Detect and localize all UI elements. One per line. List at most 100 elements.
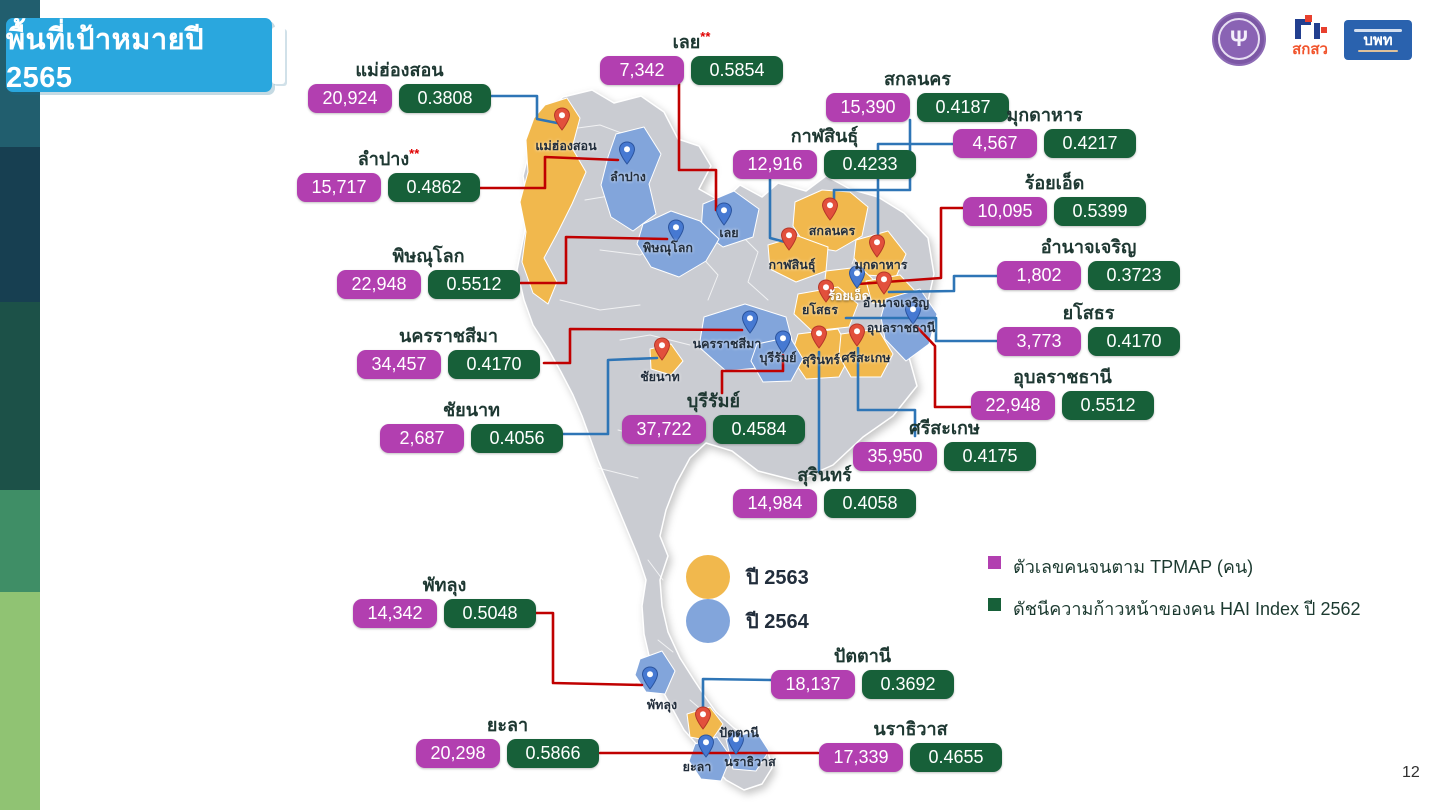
tpmap-badge: 14,984 [733, 489, 817, 518]
tpmap-swatch [988, 556, 1001, 569]
map-pin-nakhonratchasima [741, 310, 759, 334]
hai-badge: 0.5512 [428, 270, 520, 299]
tpmap-badge: 17,339 [819, 743, 903, 772]
tpmap-badge: 20,924 [308, 84, 392, 113]
hai-badge: 0.3692 [862, 670, 954, 699]
year-2564-label: ปี 2564 [746, 611, 809, 633]
map-label: ชัยนาท [640, 370, 680, 384]
callout-sisaket: ศรีสะเกษ 35,950 0.4175 [853, 412, 1036, 471]
bpt-logo-bottomline [1358, 49, 1398, 52]
tpmap-badge: 15,717 [297, 173, 381, 202]
map-pin-narathiwat [727, 731, 745, 755]
province-name: สุรินทร์ [797, 465, 852, 485]
university-seal-logo: Ψ [1212, 12, 1266, 66]
province-name: เลย** [672, 29, 711, 52]
province-name: อุบลราชธานี [1013, 367, 1112, 387]
legend-hai: ดัชนีความก้าวหน้าของคน HAI Index ปี 2562 [988, 594, 1360, 623]
province-shape-yasothon [793, 286, 859, 332]
map-pin-kalasin [780, 227, 798, 251]
callout-phatthalung: พัทลุง 14,342 0.5048 [353, 569, 536, 628]
province-name: ปัตตานี [833, 646, 892, 666]
map-label: พิษณุโลก [642, 241, 694, 255]
map-label: ยะลา [682, 760, 712, 774]
bpt-logo-text: บพท [1363, 31, 1393, 49]
tpmap-badge: 12,916 [733, 150, 817, 179]
stripe-segment [0, 490, 40, 592]
map-label: สุรินทร์ [802, 353, 840, 367]
map-label: นราธิวาส [724, 755, 776, 769]
tpmap-badge: 2,687 [380, 424, 464, 453]
stripe-segment [0, 302, 40, 490]
tpmap-badge: 1,802 [997, 261, 1081, 290]
callout-buriram: บุรีรัมย์ 37,722 0.4584 [622, 385, 805, 444]
hai-badge: 0.4584 [713, 415, 805, 444]
callout-ubonratchathani: อุบลราชธานี 22,948 0.5512 [971, 361, 1154, 420]
province-name: ชัยนาท [442, 400, 501, 420]
tpmap-badge: 14,342 [353, 599, 437, 628]
map-pin-loei [715, 202, 733, 226]
map-pin-ubonratchathani [904, 301, 922, 325]
hai-badge: 0.4655 [910, 743, 1002, 772]
tpmap-badge: 34,457 [357, 350, 441, 379]
map-pin-buriram [774, 330, 792, 354]
hai-badge: 0.4862 [388, 173, 480, 202]
tpmap-badge: 37,722 [622, 415, 706, 444]
tpmap-badge: 15,390 [826, 93, 910, 122]
footnote-stars: ** [409, 146, 420, 161]
bpt-logo-topline [1354, 28, 1402, 32]
province-name: ศรีสะเกษ [909, 418, 980, 438]
province-name: ยะลา [486, 715, 529, 735]
province-shape-phitsanulok [636, 210, 720, 278]
tpmap-badge: 18,137 [771, 670, 855, 699]
callout-amnatcharoen: อำนาจเจริญ 1,802 0.3723 [997, 231, 1180, 290]
map-pin-roiet [848, 265, 866, 289]
map-label: แม่ฮ่องสอน [535, 139, 597, 153]
province-shape-lampang [600, 126, 662, 232]
map-pin-phitsanulok [667, 219, 685, 243]
sksv-logo-icon [1293, 15, 1327, 41]
province-name: ลำปาง** [357, 146, 420, 169]
callout-mukdahan: มุกดาหาร 4,567 0.4217 [953, 99, 1136, 158]
province-shape-maehongson [519, 97, 587, 305]
hai-badge: 0.5854 [691, 56, 783, 85]
map-pin-mukdahan [868, 234, 886, 258]
map-label: อำนาจเจริญ [862, 296, 930, 310]
tpmap-badge: 20,298 [416, 739, 500, 768]
title-banner: พื้นที่เป้าหมายปี 2565 [6, 18, 272, 94]
map-label: ร้อยเอ็ด [828, 289, 870, 303]
tpmap-badge: 4,567 [953, 129, 1037, 158]
hai-badge: 0.4170 [448, 350, 540, 379]
map-pin-chainat [653, 337, 671, 361]
map-pin-phatthalung [641, 666, 659, 690]
left-accent-stripe [0, 0, 40, 810]
banner-accent-bar [272, 27, 285, 84]
tpmap-legend-label: ตัวเลขคนจนตาม TPMAP (คน) [1013, 557, 1254, 577]
sksv-logo-text: สกสว [1292, 41, 1328, 58]
sksv-logo: สกสว [1285, 15, 1335, 61]
tpmap-badge: 35,950 [853, 442, 937, 471]
province-name: ยโสธร [1062, 303, 1115, 323]
tpmap-badge: 10,095 [963, 197, 1047, 226]
hai-badge: 0.4170 [1088, 327, 1180, 356]
map-label: ลำปาง [610, 170, 646, 184]
callout-yasothon: ยโสธร 3,773 0.4170 [997, 297, 1180, 356]
map-label: ปัตตานี [719, 726, 759, 740]
callout-pattani: ปัตตานี 18,137 0.3692 [771, 640, 954, 699]
legend-year-2563: ปี 2563 [686, 555, 809, 599]
callout-roiet: ร้อยเอ็ด 10,095 0.5399 [963, 167, 1146, 226]
province-name: นราธิวาส [873, 719, 948, 739]
legend-tpmap: ตัวเลขคนจนตาม TPMAP (คน) [988, 552, 1253, 581]
province-name: นครราชสีมา [399, 326, 498, 346]
provinces-2564 [600, 126, 938, 782]
province-shape-ubonratchathani [880, 288, 938, 362]
map-label: เลย [719, 226, 739, 240]
province-name: พัทลุง [422, 575, 467, 595]
legend-year-2564: ปี 2564 [686, 599, 809, 643]
seal-emblem-icon: Ψ [1218, 18, 1260, 60]
callout-lampang: ลำปาง** 15,717 0.4862 [297, 143, 480, 202]
stripe-segment [0, 592, 40, 810]
map-label: บุรีรัมย์ [759, 351, 797, 365]
callout-kalasin: กาฬสินธุ์ 12,916 0.4233 [733, 120, 916, 179]
map-pin-yala [697, 734, 715, 758]
